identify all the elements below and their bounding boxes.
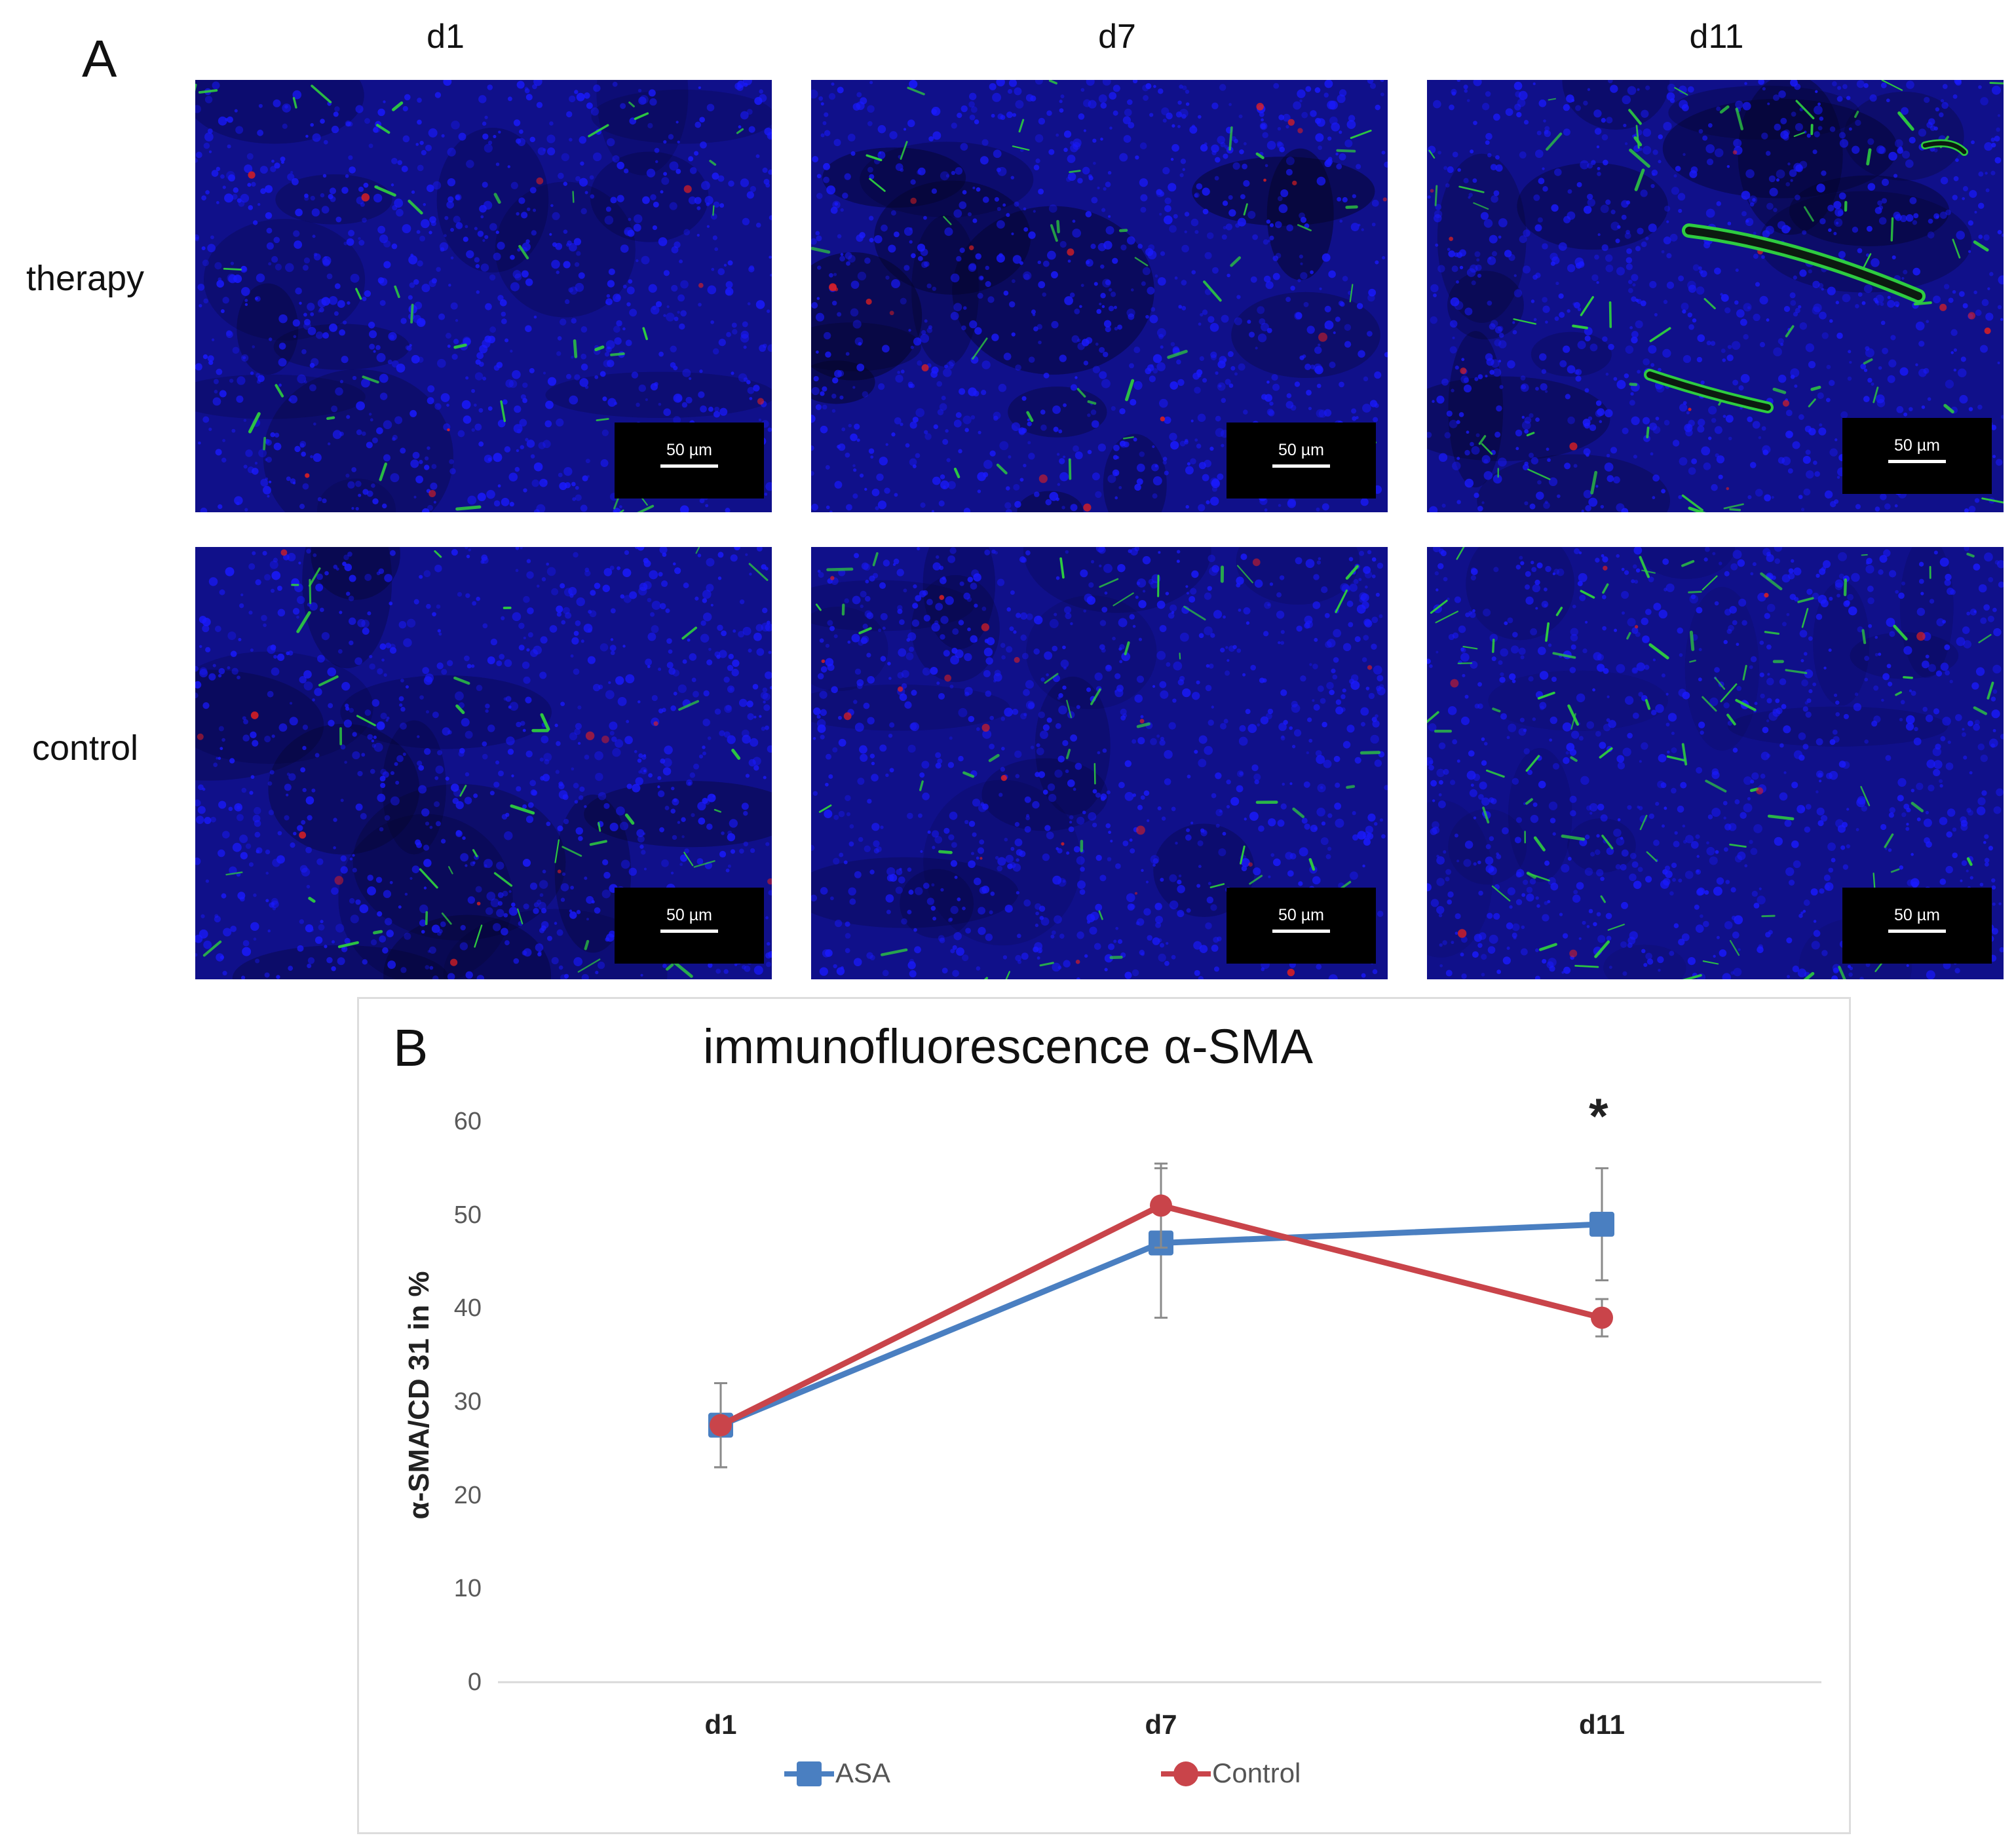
data-point-control [1150,1194,1172,1217]
scale-bar: 50 µm [615,423,764,499]
micrograph-control-d7 [811,547,1388,979]
panel-b-letter: B [393,1019,428,1077]
scale-bar-line [1888,930,1946,933]
y-tick-label: 40 [453,1294,482,1323]
scale-bar-line [1888,460,1946,463]
y-tick-label: 50 [453,1201,482,1229]
y-tick-label: 10 [453,1575,482,1603]
scale-bar-line [1272,464,1330,468]
y-tick-label: 0 [467,1668,482,1696]
panel-a-letter: A [82,29,117,88]
scale-bar-line [660,464,718,468]
scale-bar-label: 50 µm [1278,441,1324,459]
scale-bar: 50 µm [1842,418,1992,494]
scale-bar-label: 50 µm [666,906,712,924]
y-tick-label: 20 [453,1481,482,1509]
column-header-d11: d11 [1689,18,1744,56]
y-tick-label: 30 [453,1388,482,1416]
scale-bar-label: 50 µm [1278,906,1324,924]
scale-bar: 50 µm [1842,888,1992,964]
chart-frame [357,997,1851,1834]
column-header-d7: d7 [1098,18,1136,56]
scale-bar-line [1272,930,1330,933]
micrograph-therapy-d7 [811,80,1388,512]
chart-title: immunofluorescence α-SMA [702,1019,1314,1074]
legend-label-control: Control [1212,1758,1301,1788]
column-header-d1: d1 [427,18,465,56]
legend-label-asa: ASA [835,1758,891,1788]
data-point-control [1591,1306,1613,1329]
scale-bar-label: 50 µm [666,441,712,459]
scale-bar: 50 µm [615,888,764,964]
scale-bar-line [660,930,718,933]
row-header-control: control [31,728,139,768]
y-tick-label: 60 [453,1108,482,1135]
significance-marker: * [1589,1089,1608,1144]
x-tick-label: d7 [1145,1709,1177,1740]
scale-bar-label: 50 µm [1894,436,1940,455]
x-tick-label: d1 [704,1709,737,1740]
x-tick-label: d11 [1578,1709,1626,1740]
row-header-therapy: therapy [26,259,145,298]
data-point-asa [1589,1211,1614,1237]
legend-swatch-marker [797,1761,822,1786]
scale-bar: 50 µm [1227,888,1376,964]
scale-bar-label: 50 µm [1894,906,1940,924]
data-point-control [710,1414,732,1437]
scale-bar: 50 µm [1227,423,1376,499]
micrograph-control-d11 [1427,547,2004,979]
legend-swatch-marker [1173,1761,1198,1786]
micrograph-therapy-d1 [195,80,772,512]
